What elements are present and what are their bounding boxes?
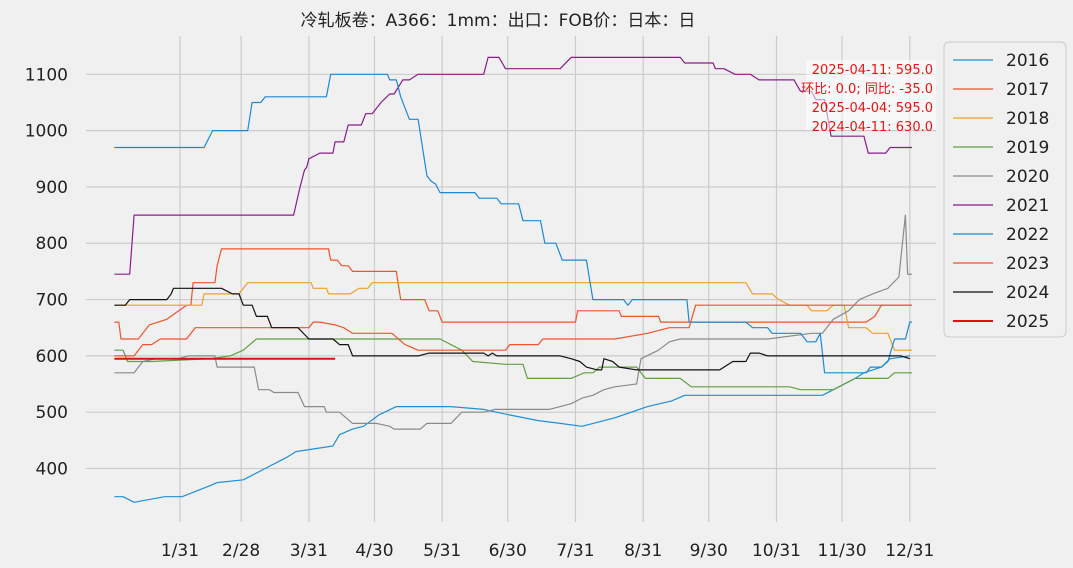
annotation-background: [806, 60, 936, 130]
annotation-line: 2025-04-04: 595.0: [812, 101, 933, 116]
legend-label: 2022: [1006, 225, 1049, 245]
legend-label: 2024: [1006, 283, 1049, 303]
x-tick-label: 11/30: [818, 541, 867, 561]
x-tick-label: 8/31: [624, 541, 662, 561]
x-tick-label: 1/31: [161, 541, 199, 561]
x-tick-label: 5/31: [423, 541, 461, 561]
y-tick-label: 900: [36, 178, 68, 198]
annotation-line: 2025-04-11: 595.0: [812, 63, 933, 78]
legend-label: 2019: [1006, 138, 1049, 158]
legend-label: 2018: [1006, 109, 1049, 129]
series-lines: [114, 56, 912, 503]
legend-label: 2021: [1006, 196, 1049, 216]
annotation-box: 2025-04-11: 595.0 环比: 0.0; 同比: -35.0 2025-…: [801, 60, 936, 135]
chart-title: 冷轧板卷：A366：1mm：出口：FOB价：日本：日: [301, 11, 696, 31]
y-tick-label: 800: [36, 234, 68, 254]
series-line-2023: [114, 304, 912, 357]
series-line-2020: [114, 214, 912, 430]
x-tick-label: 3/31: [290, 541, 328, 561]
y-tick-label: 1100: [25, 65, 68, 85]
annotation-line: 2024-04-11: 630.0: [812, 120, 933, 135]
series-line-2021: [114, 56, 912, 275]
y-tick-label: 1000: [25, 122, 68, 142]
legend-label: 2016: [1006, 51, 1049, 71]
y-tick-label: 400: [36, 460, 68, 480]
legend-label: 2025: [1006, 312, 1049, 332]
x-tick-label: 9/30: [690, 541, 728, 561]
x-tick-label: 4/30: [355, 541, 393, 561]
x-tick-label: 6/30: [489, 541, 527, 561]
x-tick-label: 10/31: [752, 541, 801, 561]
x-tick-label: 12/31: [885, 541, 934, 561]
series-line-2018: [114, 282, 912, 351]
series-line-2017: [114, 248, 912, 340]
x-tick-label: 2/28: [222, 541, 260, 561]
y-tick-label: 500: [36, 403, 68, 423]
series-line-2022: [114, 73, 912, 374]
series-line-2024: [114, 287, 910, 371]
series-line-2016: [114, 355, 910, 503]
x-axis-ticks: 1/31 2/28 3/31 4/30 5/31 6/30 7/31 8/31 9/30 10/3…: [161, 541, 934, 561]
y-tick-label: 700: [36, 291, 68, 311]
annotation-line: 环比: 0.0; 同比: -35.0: [801, 82, 933, 97]
legend-label: 2023: [1006, 254, 1049, 274]
legend: 2016 2017 2018 2019 2020 2021 2022 2023 2024 2025: [943, 41, 1067, 338]
y-axis-ticks: 400 500 600 700 800 900 1000 1100: [25, 65, 68, 479]
legend-label: 2020: [1006, 167, 1049, 187]
legend-label: 2017: [1006, 80, 1049, 100]
x-tick-label: 7/31: [556, 541, 594, 561]
y-tick-label: 600: [36, 347, 68, 367]
